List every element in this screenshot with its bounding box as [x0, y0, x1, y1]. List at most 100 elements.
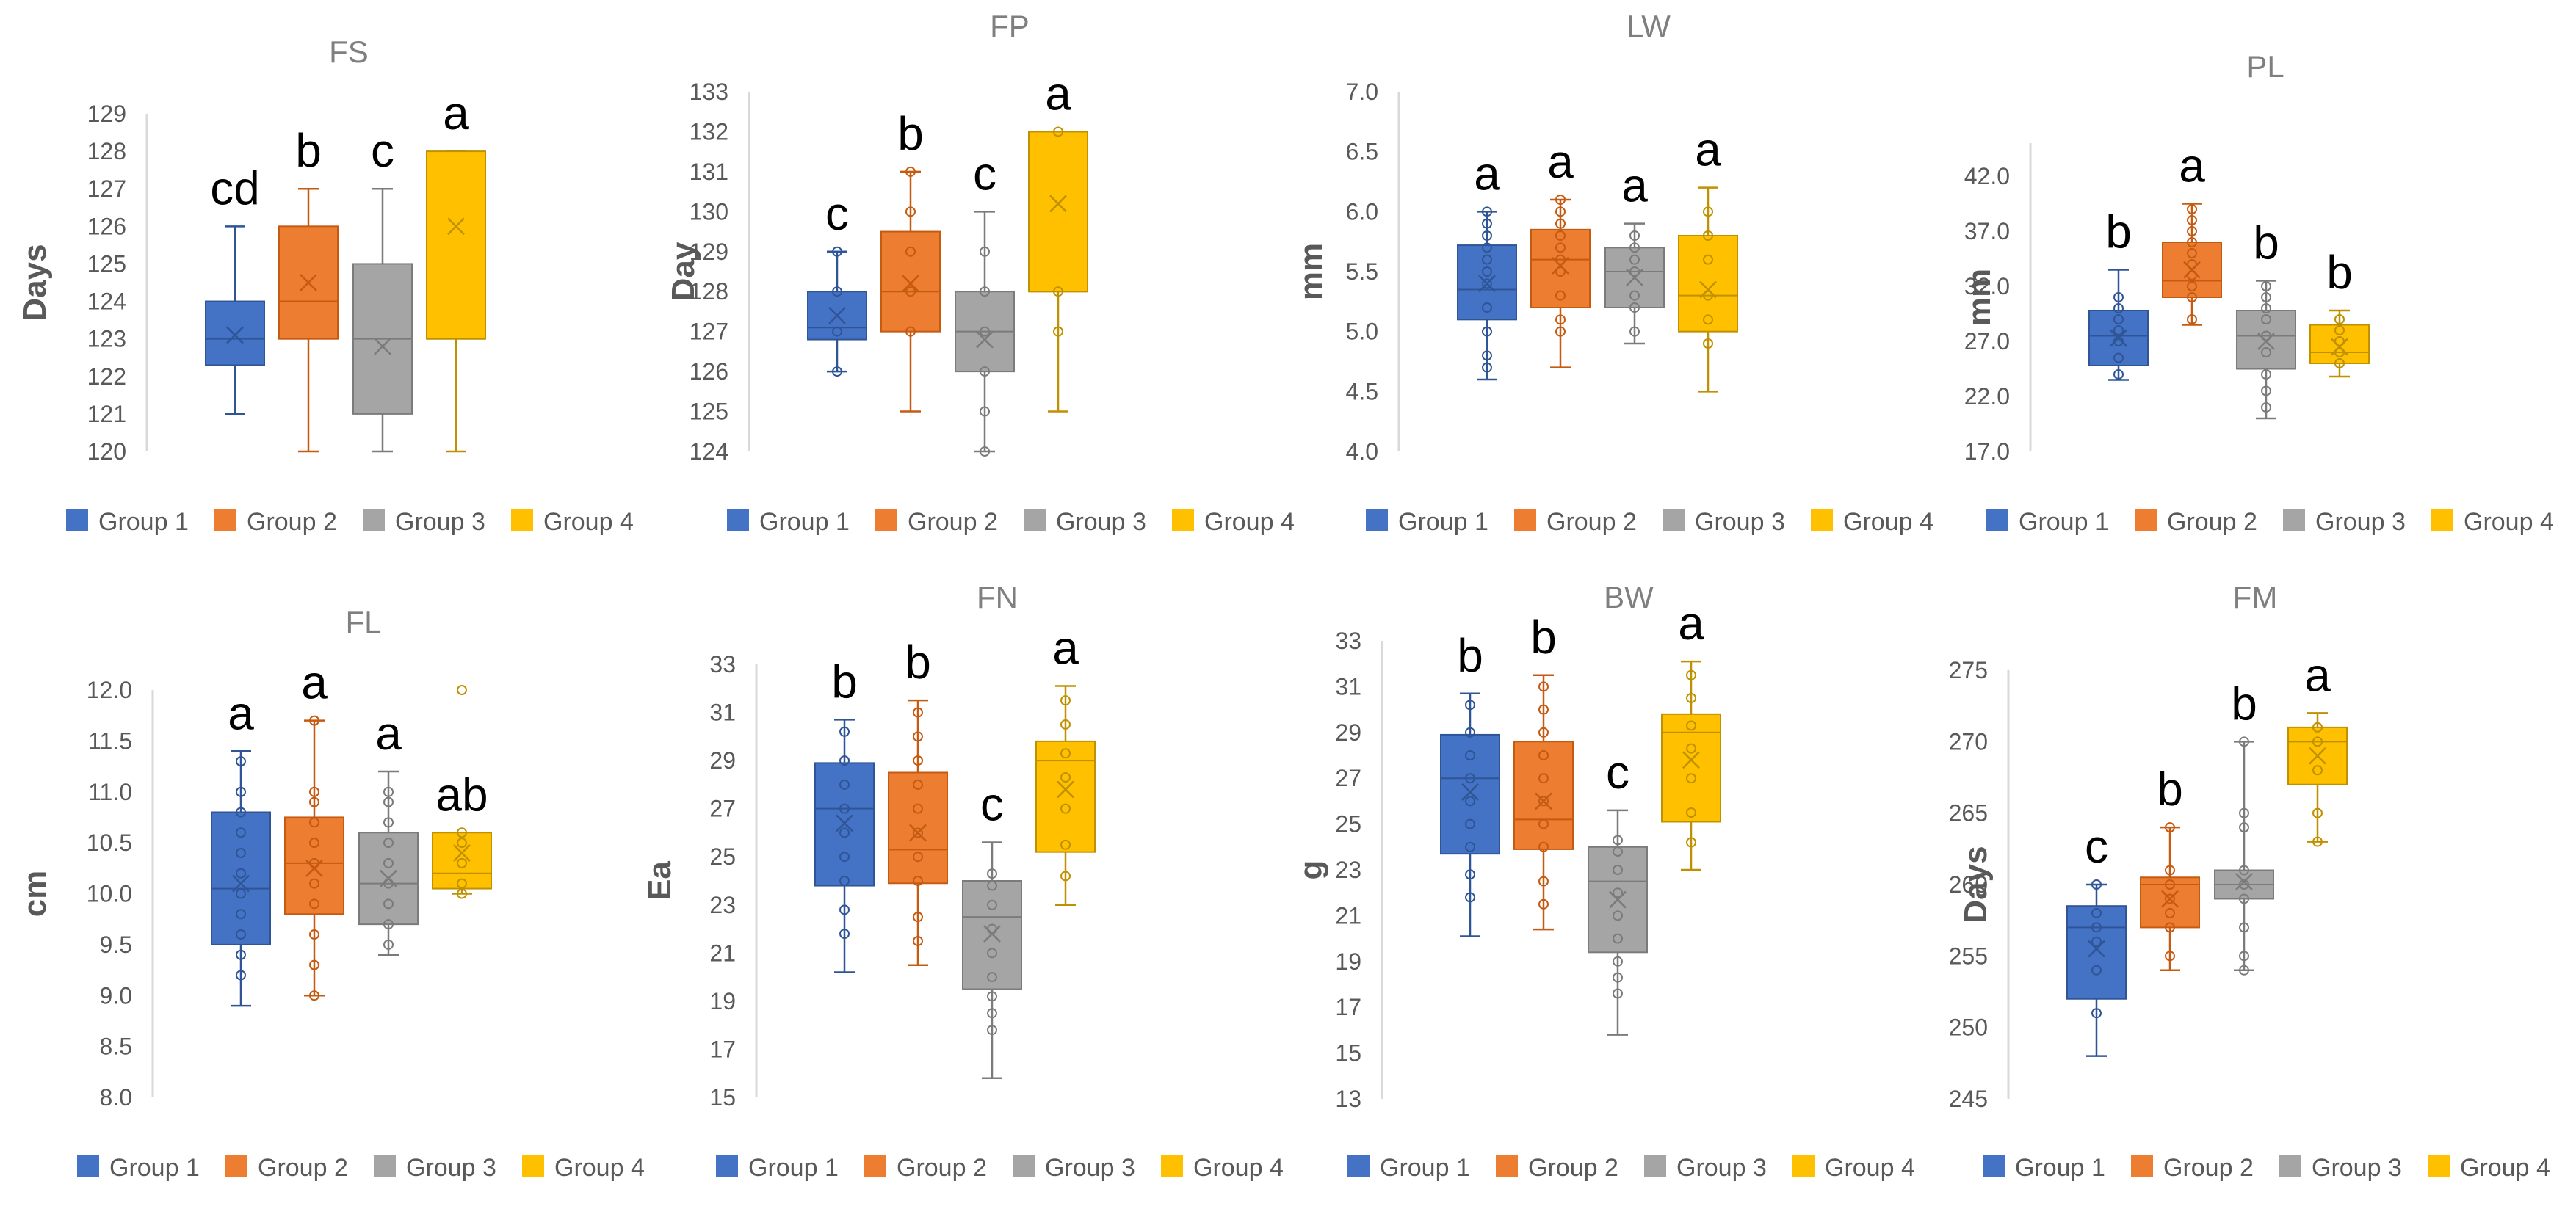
- data-point: [2334, 314, 2345, 324]
- box-group-2: b: [278, 124, 339, 453]
- legend-item-group-4: Group 4: [1161, 1154, 1284, 1182]
- chart-title: FL: [345, 605, 381, 639]
- legend-label: Group 2: [1528, 1154, 1618, 1182]
- data-point: [2312, 836, 2323, 847]
- box-group-3: c: [352, 124, 413, 453]
- data-point: [2239, 865, 2249, 876]
- y-tick-label: 17: [1335, 994, 1361, 1020]
- box-group-2: a: [2162, 139, 2222, 326]
- legend-swatch: [522, 1155, 544, 1177]
- iqr-box: [205, 300, 265, 366]
- data-point: [905, 326, 916, 337]
- data-point: [913, 935, 923, 946]
- box-group-1: c: [807, 187, 867, 377]
- iqr-box: [1028, 131, 1088, 293]
- data-point: [1465, 773, 1475, 784]
- data-point: [1465, 869, 1475, 880]
- data-point: [457, 685, 467, 695]
- legend-label: Group 1: [109, 1154, 200, 1182]
- data-point: [309, 898, 319, 910]
- data-point: [1538, 750, 1549, 760]
- chart-title: FS: [329, 35, 369, 69]
- data-point: [2091, 1008, 2102, 1019]
- data-point: [1538, 704, 1549, 715]
- data-point: [2239, 951, 2249, 962]
- y-tick-label: 11.5: [88, 727, 132, 754]
- y-tick-label: 125: [690, 399, 728, 425]
- legend-swatch: [77, 1155, 99, 1177]
- y-tick-label: 21: [1335, 902, 1361, 929]
- y-tick-label: 11.0: [88, 779, 132, 805]
- legend-item-group-3: Group 3: [1644, 1154, 1767, 1182]
- data-point: [1613, 865, 1623, 875]
- data-point: [2187, 237, 2197, 247]
- data-point: [1482, 230, 1492, 241]
- data-point: [236, 827, 246, 838]
- iqr-box: [284, 816, 344, 915]
- data-point: [2091, 907, 2102, 918]
- data-point: [383, 817, 394, 828]
- y-tick-label: 275: [1949, 657, 1988, 683]
- legend-label: Group 4: [2460, 1154, 2550, 1182]
- data-point: [309, 817, 319, 828]
- data-point: [1629, 302, 1640, 313]
- data-point: [1686, 773, 1696, 784]
- box-group-4: a: [1678, 123, 1738, 393]
- data-point: [1538, 841, 1549, 852]
- box-group-4: a: [1028, 67, 1088, 413]
- data-point: [980, 246, 990, 257]
- data-point: [383, 838, 394, 849]
- y-tick-label: 260: [1949, 871, 1988, 898]
- box-group-2: b: [880, 107, 941, 413]
- legend-swatch: [1172, 509, 1194, 531]
- chart-panel-fn: FN Ea 15 17 19 21 23 25 27 29 31 33 b b c a Group 1 Group…: [642, 580, 1284, 1182]
- mean-marker: [2257, 333, 2275, 350]
- y-tick-label: 23: [709, 892, 736, 918]
- data-point: [236, 970, 246, 981]
- legend-swatch: [2279, 1155, 2301, 1177]
- data-point: [1060, 719, 1071, 730]
- data-point: [1613, 933, 1623, 944]
- data-point: [1703, 338, 1713, 349]
- data-point: [1555, 254, 1566, 265]
- data-point: [1629, 290, 1640, 301]
- legend-label: Group 1: [759, 508, 850, 536]
- legend-swatch: [1013, 1155, 1035, 1177]
- box-group-1: b: [814, 655, 875, 973]
- y-tick-label: 21: [709, 940, 736, 966]
- data-point: [236, 868, 246, 879]
- chart-title: FP: [990, 9, 1030, 43]
- data-point: [1060, 695, 1071, 706]
- y-tick-label: 129: [87, 101, 126, 127]
- box-group-2: b: [888, 636, 948, 966]
- mean-marker: [836, 814, 853, 832]
- data-point: [987, 991, 997, 1002]
- data-point: [2113, 369, 2124, 380]
- legend-item-group-2: Group 2: [864, 1154, 987, 1182]
- data-point: [2165, 922, 2175, 933]
- data-point: [839, 726, 850, 737]
- chart-title: PL: [2246, 49, 2284, 84]
- mean-marker: [902, 275, 919, 293]
- significance-letter: a: [375, 707, 402, 760]
- iqr-box: [2066, 905, 2127, 1000]
- y-tick-label: 122: [87, 363, 126, 390]
- legend-item-group-4: Group 4: [1172, 508, 1295, 536]
- significance-letter: c: [2085, 820, 2108, 873]
- data-point: [2334, 325, 2345, 335]
- legend-label: Group 3: [1695, 508, 1785, 536]
- legend-swatch: [2283, 509, 2305, 531]
- significance-letter: c: [371, 124, 394, 177]
- mean-marker: [232, 874, 250, 893]
- data-point: [832, 246, 842, 257]
- data-point: [1555, 230, 1566, 241]
- mean-marker: [2235, 873, 2253, 890]
- y-tick-label: 127: [87, 175, 126, 202]
- y-tick-label: 6.5: [1346, 139, 1378, 165]
- box-group-2: a: [1530, 135, 1591, 368]
- data-point: [2261, 292, 2271, 302]
- data-point: [1482, 326, 1492, 337]
- data-point: [2261, 314, 2271, 324]
- mean-marker: [1478, 275, 1496, 293]
